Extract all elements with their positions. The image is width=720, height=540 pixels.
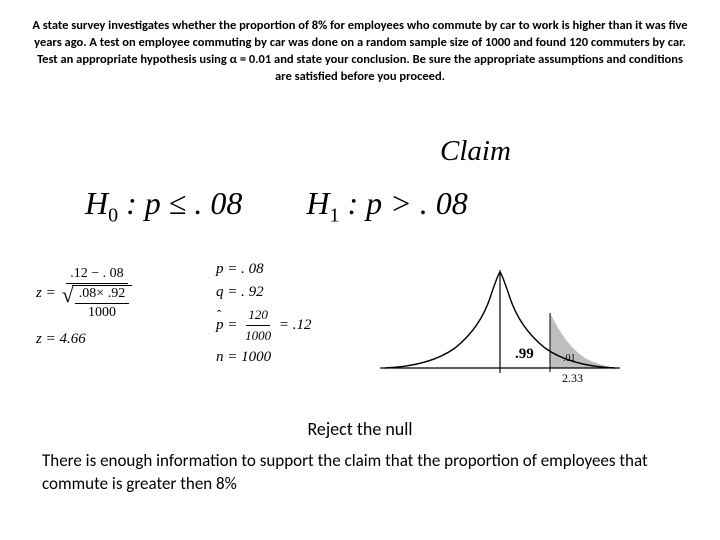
phat-symbol: p [216,314,224,337]
z-fraction: .12 − . 08 √ .08× .92 1000 [62,266,132,321]
claim-label: Claim [440,135,511,168]
phat-eq: = [224,317,242,333]
param-n: n = 1000 [216,346,312,369]
hypotheses: H0 : p ≤ . 08 H1 : p > . 08 [85,185,468,227]
z-den-num: .08× .92 [75,286,129,304]
z-numerator: .12 − . 08 [66,266,127,284]
parameter-block: p = . 08 q = . 92 p = 1201000 = .12 n = … [216,258,312,369]
alpha-label: .01 [563,353,576,364]
param-p: p = . 08 [216,258,312,281]
z-denominator: √ .08× .92 1000 [62,284,132,321]
sqrt-outer: √ .08× .92 1000 [62,285,132,321]
h0-sub: 0 [108,204,118,226]
z-result: z = 4.66 [36,331,132,348]
sqrt-contents: .08× .92 1000 [72,285,132,321]
alpha-region [550,313,615,368]
param-phat: p = 1201000 = .12 [216,305,312,346]
normal-curve: .99 .01 2.33 [370,258,630,398]
h0-rhs: : p ≤ . 08 [118,185,242,221]
z-den-den: 1000 [88,304,116,321]
crit-value-label: 2.33 [562,371,583,385]
problem-statement: A state survey investigates whether the … [0,0,720,86]
h1-rhs: : p > . 08 [339,185,467,221]
phat-num: 120 [246,305,270,326]
z-equals: z = [36,285,56,302]
h1-letter: H [306,185,329,221]
conclusion-text: There is enough information to support t… [42,450,678,496]
z-statistic-block: z = .12 − . 08 √ .08× .92 1000 z = 4.66 [36,266,132,358]
phat-fraction: 1201000 [243,305,273,346]
area-label: .99 [515,346,534,362]
phat-den: 1000 [243,326,273,346]
z-fraction-row: z = .12 − . 08 √ .08× .92 1000 [36,266,132,321]
h0-letter: H [85,185,108,221]
phat-val: = .12 [275,317,311,333]
param-q: q = . 92 [216,281,312,304]
h1-sub: 1 [329,204,339,226]
decision-text: Reject the null [0,418,720,440]
